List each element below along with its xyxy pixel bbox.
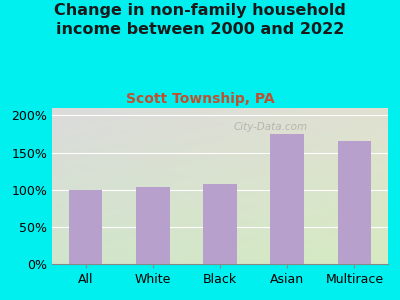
Bar — [270, 134, 304, 264]
Bar — [69, 190, 102, 264]
Text: Scott Township, PA: Scott Township, PA — [126, 92, 274, 106]
Bar — [203, 184, 237, 264]
Bar — [338, 141, 371, 264]
Text: Change in non-family household
income between 2000 and 2022: Change in non-family household income be… — [54, 3, 346, 37]
Bar — [136, 187, 170, 264]
Text: City-Data.com: City-Data.com — [233, 122, 308, 132]
